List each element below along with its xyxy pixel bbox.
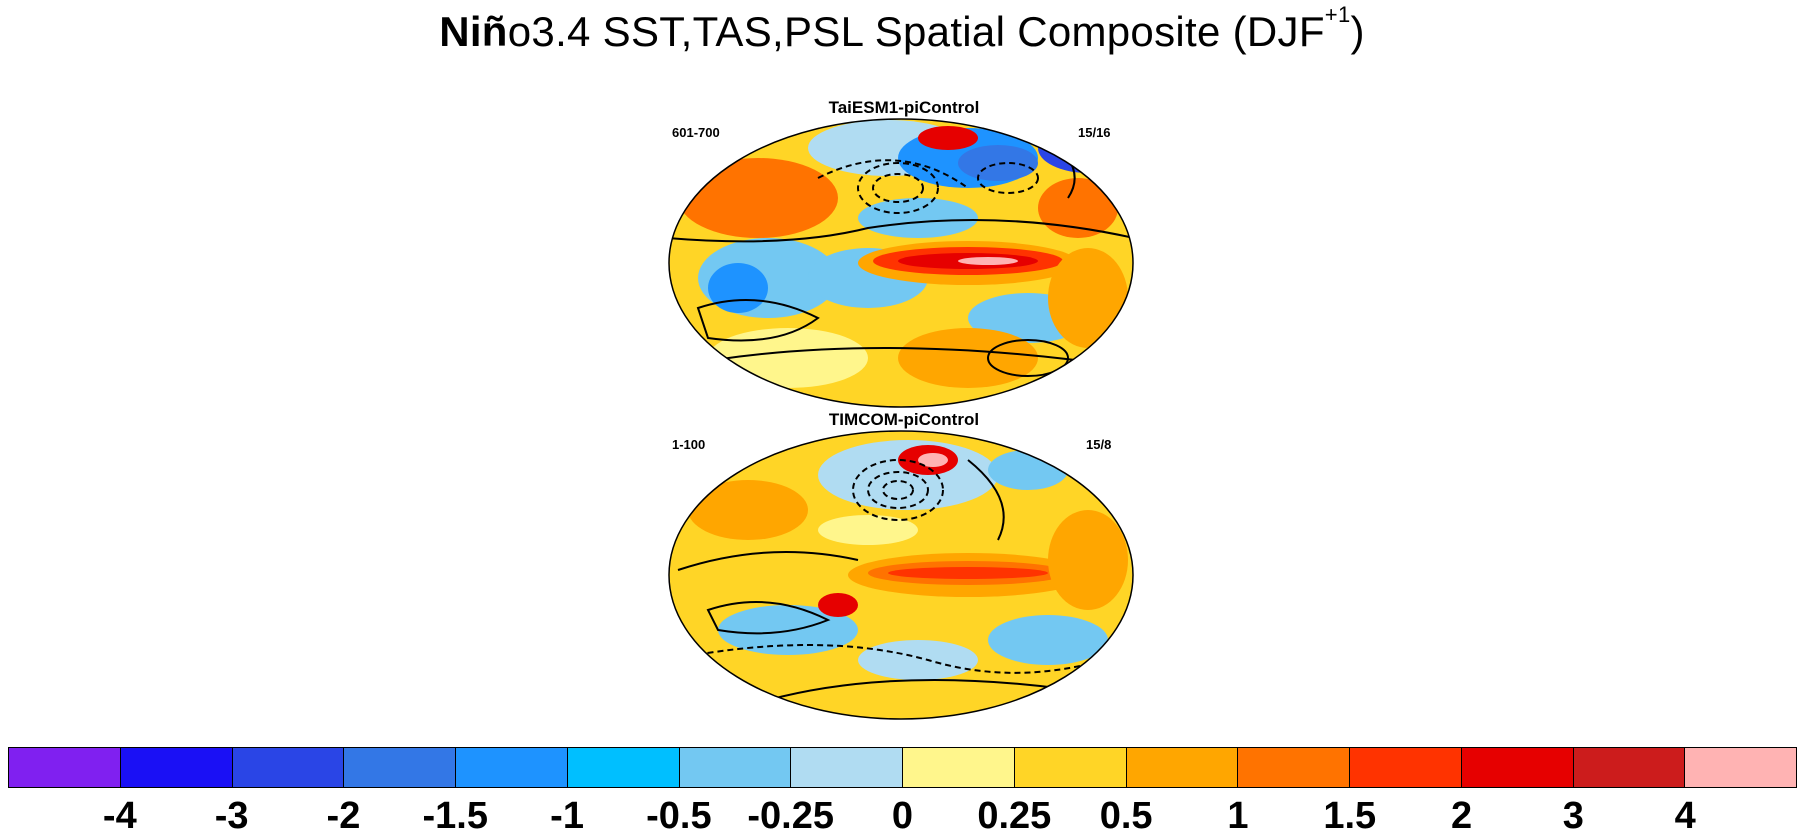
colorbar-label: 3 xyxy=(1562,795,1584,837)
colorbar-label: 2 xyxy=(1450,795,1473,837)
colorbar-box-6 xyxy=(679,748,792,787)
colorbar-box-2 xyxy=(232,748,345,787)
panel-2-map xyxy=(668,430,1134,720)
colorbar-label: -4 xyxy=(102,795,137,837)
colorbar-box-10 xyxy=(1126,748,1239,787)
colorbar-box-8 xyxy=(903,748,1015,787)
panel-1-years: 601-700 xyxy=(672,125,720,140)
colorbar-box-1 xyxy=(120,748,233,787)
colorbar-label: -1 xyxy=(550,795,584,837)
colorbar-label: 4 xyxy=(1674,795,1696,837)
title-text: o3.4 SST,TAS,PSL Spatial Composite (DJF xyxy=(507,8,1325,55)
colorbar-label: 1.5 xyxy=(1323,795,1377,837)
figure-title: Niño3.4 SST,TAS,PSL Spatial Composite (D… xyxy=(0,4,1804,56)
colorbar-label: -3 xyxy=(214,795,249,837)
colorbar-box-12 xyxy=(1350,748,1462,787)
title-superscript: +1 xyxy=(1324,2,1351,27)
colorbar-box-13 xyxy=(1461,748,1574,787)
colorbar-box-14 xyxy=(1573,748,1686,787)
colorbar-box-0 xyxy=(9,748,121,787)
colorbar-box-3 xyxy=(344,748,456,787)
colorbar-box-5 xyxy=(567,748,680,787)
panel-1-count: 15/16 xyxy=(1078,125,1111,140)
colorbar-label: -0.5 xyxy=(646,795,712,837)
panel-2-title: TIMCOM-piControl xyxy=(828,410,980,429)
colorbar-box-9 xyxy=(1014,748,1127,787)
colorbar-labels: -4 -3 -2 -1.5 -1 -0.5 -0.25 0 0.25 0.5 1 1.5 2 3 4 xyxy=(0,795,1804,839)
panel-1-title: TaiESM1-piControl xyxy=(828,98,980,117)
colorbar-label: 0.5 xyxy=(1099,795,1153,837)
colorbar-label: -2 xyxy=(326,795,361,837)
colorbar-box-15 xyxy=(1685,748,1796,787)
colorbar-label: 0 xyxy=(891,795,914,837)
colorbar-box-7 xyxy=(791,748,903,787)
title-close: ) xyxy=(1350,8,1365,55)
panel-2-count: 15/8 xyxy=(1086,437,1112,452)
panel-2-years: 1-100 xyxy=(672,437,706,452)
title-bold: Niñ xyxy=(439,8,508,55)
colorbar-label: 1 xyxy=(1227,795,1249,837)
panel-1-map xyxy=(668,118,1134,408)
colorbar-box-11 xyxy=(1238,748,1350,787)
colorbar-label: 0.25 xyxy=(977,795,1052,837)
colorbar xyxy=(8,747,1797,788)
colorbar-box-4 xyxy=(456,748,568,787)
colorbar-label: -1.5 xyxy=(422,795,488,837)
colorbar-label: -0.25 xyxy=(747,795,834,837)
